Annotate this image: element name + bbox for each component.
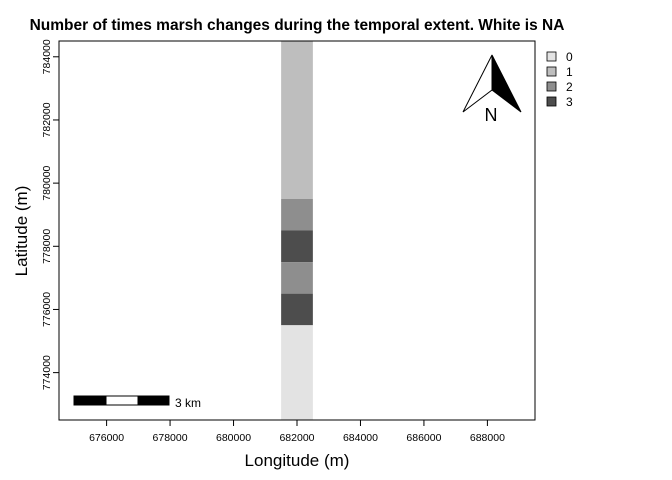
y-axis-ticks: 774000 776000 778000 780000 782000 784000 [41,39,59,390]
north-arrow-right-half [491,54,522,113]
x-tick-label: 676000 [89,432,124,444]
raster-cell-3 [281,230,313,263]
x-tick-label: 684000 [343,432,378,444]
plot-frame [58,40,536,421]
legend-swatch-3 [546,96,557,107]
y-tick-label: 778000 [41,229,53,264]
legend-label-0: 0 [566,50,573,64]
scale-bar-segment-1 [73,395,107,406]
x-tick-label: 680000 [216,432,251,444]
x-tick-label: 688000 [470,432,505,444]
y-tick-label: 776000 [41,292,53,327]
y-tick-label: 780000 [41,165,53,200]
legend-label-2: 2 [566,80,573,94]
raster-cell-2 [281,198,313,231]
north-arrow: N [462,54,522,125]
y-tick-label: 774000 [41,355,53,390]
legend-label-1: 1 [566,65,573,79]
raster-cell-1 [281,41,313,199]
x-tick-label: 678000 [153,432,188,444]
x-tick-label: 686000 [406,432,441,444]
raster-cell-4 [281,262,313,294]
north-arrow-label: N [485,105,498,125]
chart-title: Number of times marsh changes during the… [30,17,565,34]
scale-bar: 3 km [73,395,201,410]
raster-cell-6 [281,325,313,420]
scale-bar-segment-3 [137,395,170,406]
x-tick-label: 682000 [279,432,314,444]
x-axis-ticks: 676000 678000 680000 682000 684000 686000 6880… [89,420,505,444]
y-axis-label: Latitude (m) [12,186,31,277]
legend-swatch-0 [546,51,557,62]
raster-cell-5 [281,293,313,326]
scale-bar-segment-2 [105,395,139,406]
y-tick-label: 782000 [41,102,53,137]
x-axis-label: Longitude (m) [245,451,350,470]
legend-label-3: 3 [566,95,573,109]
y-tick-label: 784000 [41,39,53,74]
legend-swatch-2 [546,81,557,92]
legend-swatch-1 [546,66,557,77]
scale-bar-label: 3 km [175,396,201,410]
raster-cells [281,41,313,420]
